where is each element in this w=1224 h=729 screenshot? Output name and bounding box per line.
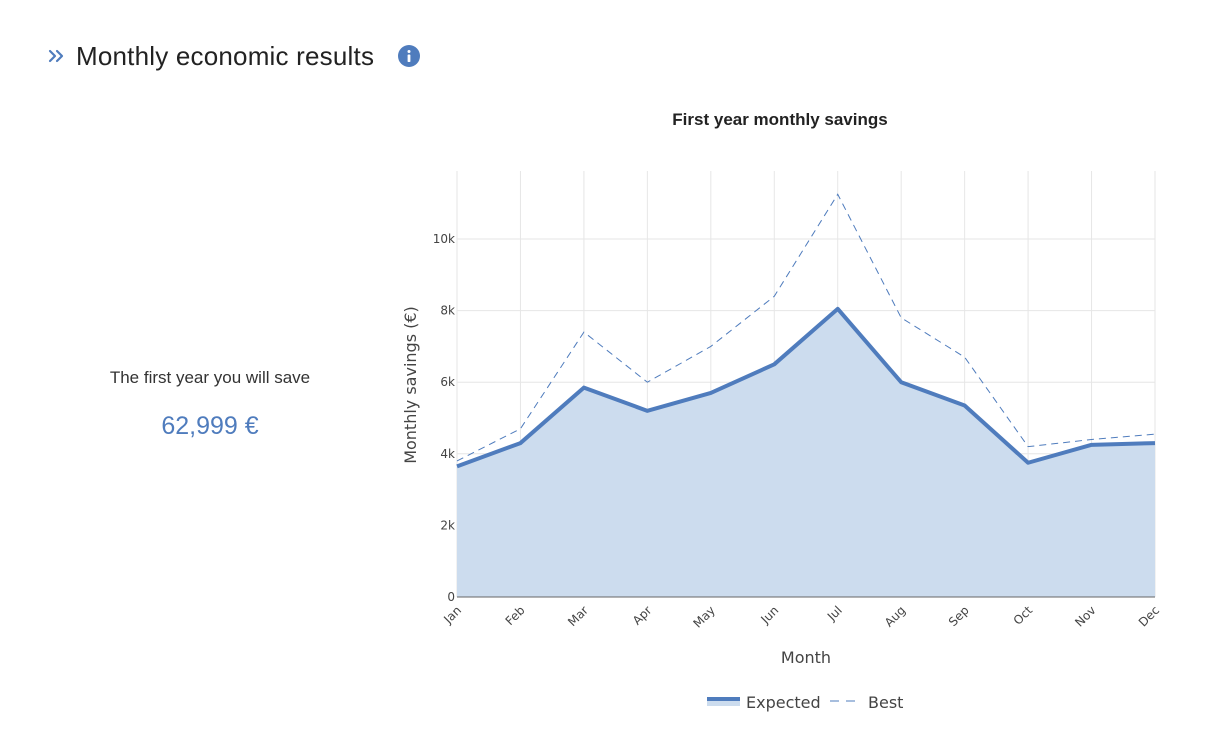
best-point [1026, 445, 1030, 449]
info-icon[interactable] [398, 45, 421, 67]
x-tick-label: Apr [630, 603, 655, 628]
section-header: Monthly economic results [46, 36, 421, 76]
page-title: Monthly economic results [76, 40, 375, 71]
x-tick-label: Jan [440, 603, 464, 627]
expected-area [457, 308, 1155, 597]
x-axis-title: Month [781, 648, 831, 667]
x-tick-label: May [690, 603, 717, 630]
chart-title: First year monthly savings [672, 110, 887, 129]
double-chevron-right-icon [48, 49, 64, 63]
x-tick-label: Jul [824, 603, 845, 624]
x-axis-ticks: Jan Feb Mar Apr May Jun Jul Aug Sep Oct Nov Dec [440, 603, 1162, 631]
expected-series-line [456, 306, 1156, 469]
y-tick-label: 10k [433, 232, 455, 246]
expected-point [1090, 443, 1094, 447]
best-point [772, 294, 776, 298]
savings-amount: 62,999 € [161, 412, 259, 440]
best-point [1153, 432, 1157, 436]
savings-summary: The first year you will save 62,999 € [60, 368, 360, 441]
y-tick-label: 4k [440, 447, 455, 461]
best-point [836, 192, 840, 196]
expected-point [709, 391, 713, 395]
best-series-line [456, 193, 1156, 462]
x-tick-label: Feb [503, 603, 528, 628]
legend-expected-swatch-fill [707, 699, 740, 706]
expected-point [645, 409, 649, 413]
expected-point [899, 380, 903, 384]
legend-best-label: Best [868, 693, 903, 712]
chart-legend: Expected Best [707, 693, 903, 712]
x-tick-label: Mar [565, 603, 591, 629]
legend-expected-label: Expected [746, 693, 821, 712]
best-point [899, 316, 903, 320]
best-point [709, 344, 713, 348]
x-tick-label: Jun [758, 603, 782, 627]
y-axis-ticks: 0 2k 4k 6k 8k 10k [433, 232, 455, 604]
x-tick-label: Dec [1136, 603, 1162, 629]
best-point [1090, 437, 1094, 441]
expected-point [518, 441, 522, 445]
expected-point [836, 307, 840, 311]
expected-point [1153, 441, 1157, 445]
y-tick-label: 2k [440, 518, 455, 532]
savings-label: The first year you will save [109, 368, 311, 387]
y-tick-label: 6k [440, 375, 455, 389]
expected-point [772, 362, 776, 366]
best-point [645, 380, 649, 384]
x-tick-label: Nov [1072, 603, 1098, 629]
best-point [963, 355, 967, 359]
chart-series [455, 192, 1157, 597]
x-tick-label: Oct [1011, 603, 1036, 628]
best-point [455, 459, 459, 463]
x-tick-label: Sep [946, 603, 972, 629]
y-tick-label: 0 [447, 590, 455, 604]
expected-point [1026, 461, 1030, 465]
expected-point [455, 464, 459, 468]
best-point [582, 330, 586, 334]
x-tick-label: Aug [882, 603, 908, 629]
expected-point [582, 386, 586, 390]
y-tick-label: 8k [440, 304, 455, 318]
expected-point [963, 403, 967, 407]
y-axis-title: Monthly savings (€) [401, 306, 420, 464]
monthly-savings-chart: First year monthly savings 02k4k6k8k10k … [401, 110, 1162, 712]
best-point [518, 427, 522, 431]
